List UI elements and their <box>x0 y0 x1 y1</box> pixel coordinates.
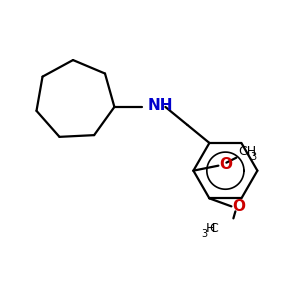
Text: 3: 3 <box>201 230 208 239</box>
Text: O: O <box>232 199 245 214</box>
Text: CH: CH <box>238 145 256 158</box>
Text: 3: 3 <box>250 152 256 162</box>
Text: NH: NH <box>147 98 173 113</box>
Text: H: H <box>206 222 215 235</box>
Text: O: O <box>219 157 232 172</box>
Text: C: C <box>209 222 218 235</box>
